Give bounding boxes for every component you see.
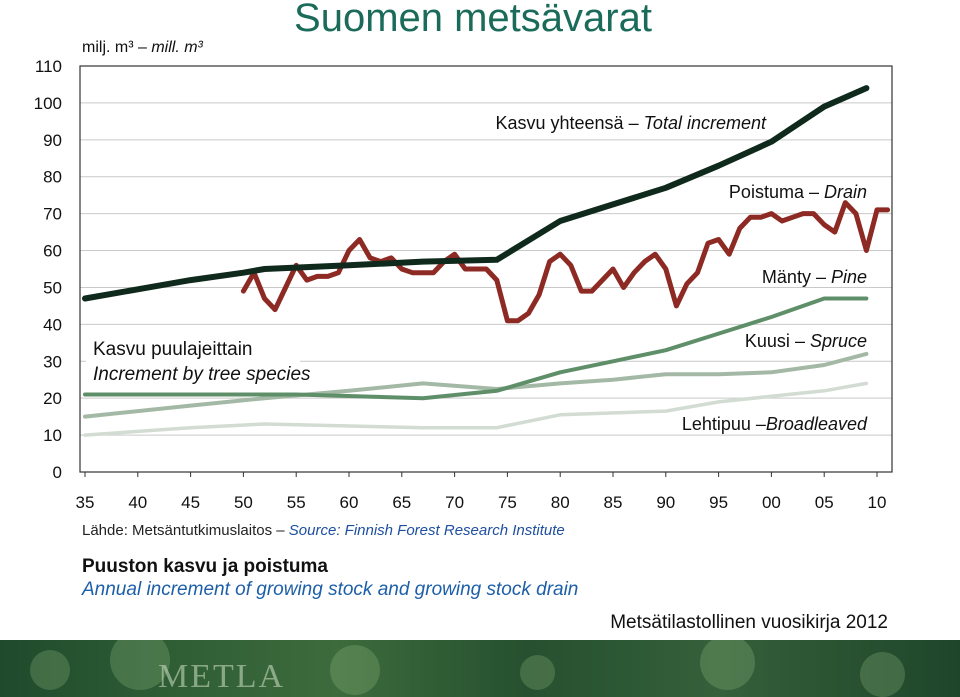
x-tick-label: 85 (604, 493, 623, 512)
x-tick-label: 70 (445, 493, 464, 512)
y-tick-label: 60 (43, 242, 62, 261)
species-note-fi: Kasvu puulajeittain (93, 339, 253, 360)
y-tick-label: 50 (43, 278, 62, 297)
x-tick-label: 60 (340, 493, 359, 512)
series-layer (82, 85, 891, 437)
source-line: Lähde: Metsäntutkimuslaitos – Source: Fi… (82, 522, 565, 539)
y-tick-label: 80 (43, 168, 62, 187)
y-tick-label: 30 (43, 352, 62, 371)
x-tick-label: 95 (709, 493, 728, 512)
series-line-spruce (83, 351, 869, 419)
species-note-bg (86, 334, 300, 386)
y-axis-label: milj. m³ – mill. m³ (82, 39, 204, 56)
yearbook-label: Metsätilastollinen vuosikirja 2012 (610, 612, 888, 633)
series-line-pine (83, 296, 869, 401)
source-fi: Lähde: Metsäntutkimuslaitos – (82, 522, 285, 539)
x-tick-label: 45 (181, 493, 200, 512)
x-tick-label: 80 (551, 493, 570, 512)
series-label-broadleaved: Lehtipuu –Broadleaved (682, 414, 868, 434)
x-tick-label: 90 (656, 493, 675, 512)
y-axis-label-fi: milj. m³ (82, 39, 134, 56)
series-label-total: Kasvu yhteensä – Total increment (495, 113, 767, 133)
x-tick-label: 40 (128, 493, 147, 512)
x-tick-label: 50 (234, 493, 253, 512)
y-tick-label: 110 (35, 57, 62, 76)
page-title: Suomen metsävarat (294, 0, 652, 40)
series-line-total (82, 85, 870, 302)
species-note-en: Increment by tree species (93, 364, 311, 385)
plot-frame (79, 65, 893, 473)
metla-logo: METLA (158, 658, 286, 695)
x-tick-label: 55 (287, 493, 306, 512)
heading-fi: Puuston kasvu ja poistuma (82, 556, 328, 577)
y-tick-label: 70 (43, 205, 62, 224)
series-line-broadleaved (83, 381, 869, 437)
x-tick-label: 75 (498, 493, 517, 512)
y-tick-label: 90 (43, 131, 62, 150)
y-tick-label: 0 (53, 463, 62, 482)
x-tick-label: 35 (76, 493, 95, 512)
x-tick-label: 10 (868, 493, 887, 512)
x-tick-label: 65 (392, 493, 411, 512)
y-tick-label: 40 (43, 315, 62, 334)
x-tick-label: 00 (762, 493, 781, 512)
series-label-spruce: Kuusi – Spruce (745, 331, 867, 351)
y-tick-label: 20 (43, 389, 62, 408)
axes: 0 10 20 30 40 50 60 70 80 90 100 110 35 40 45 50 55 60 65 7… (34, 57, 887, 512)
y-tick-label: 10 (43, 426, 62, 445)
y-axis-label-en: mill. m³ (151, 39, 203, 56)
series-label-drain: Poistuma – Drain (729, 182, 867, 202)
x-tick-label: 05 (815, 493, 834, 512)
series-label-pine: Mänty – Pine (762, 267, 867, 287)
series-line-drain (240, 200, 891, 324)
series-labels: milj. m³ – mill. m³ Kasvu yhteensä – Tot… (82, 39, 868, 434)
footer-banner: METLA (0, 640, 960, 697)
heading-en: Annual increment of growing stock and gr… (82, 579, 579, 600)
line-chart: 0 10 20 30 40 50 60 70 80 90 100 110 35 40 45 50 55 60 65 7… (34, 39, 893, 512)
y-tick-label: 100 (34, 94, 62, 113)
source-en: Source: Finnish Forest Research Institut… (288, 522, 565, 539)
